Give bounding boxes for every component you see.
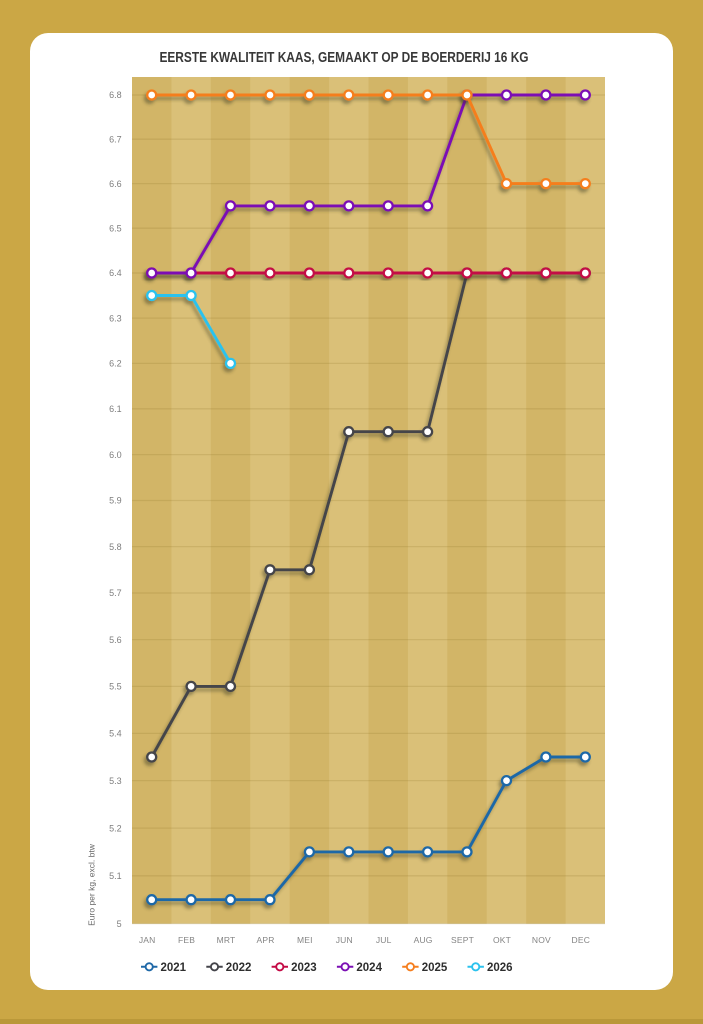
svg-text:NOV: NOV <box>532 935 551 945</box>
svg-text:5.5: 5.5 <box>109 682 122 692</box>
svg-text:FEB: FEB <box>178 935 195 945</box>
svg-text:5.1: 5.1 <box>109 871 122 881</box>
svg-text:6.3: 6.3 <box>109 313 122 323</box>
svg-text:5.2: 5.2 <box>109 823 122 833</box>
svg-text:5.9: 5.9 <box>109 496 122 506</box>
svg-text:2021: 2021 <box>161 962 187 974</box>
svg-text:6.2: 6.2 <box>109 359 122 369</box>
svg-text:Euro per kg, excl. btw: Euro per kg, excl. btw <box>87 843 97 926</box>
svg-text:JAN: JAN <box>139 935 156 945</box>
svg-text:6.4: 6.4 <box>109 268 122 278</box>
svg-text:2025: 2025 <box>422 962 448 974</box>
svg-text:MRT: MRT <box>217 935 236 945</box>
svg-text:SEPT: SEPT <box>451 935 474 945</box>
svg-text:JUN: JUN <box>336 935 353 945</box>
svg-text:2023: 2023 <box>291 962 317 974</box>
svg-text:JUL: JUL <box>376 935 392 945</box>
svg-text:6.8: 6.8 <box>109 90 122 100</box>
svg-text:6.5: 6.5 <box>109 223 122 233</box>
svg-text:2024: 2024 <box>356 962 382 974</box>
svg-text:5.7: 5.7 <box>109 588 122 598</box>
svg-text:APR: APR <box>256 935 274 945</box>
svg-text:6.6: 6.6 <box>109 179 122 189</box>
svg-text:5.4: 5.4 <box>109 729 122 739</box>
svg-text:5.8: 5.8 <box>109 542 122 552</box>
svg-text:MEI: MEI <box>297 935 313 945</box>
svg-text:6.7: 6.7 <box>109 134 122 144</box>
svg-text:2022: 2022 <box>226 962 252 974</box>
svg-text:2026: 2026 <box>487 962 513 974</box>
svg-text:5.6: 5.6 <box>109 635 122 645</box>
svg-text:6.0: 6.0 <box>109 450 122 460</box>
svg-text:5: 5 <box>117 919 122 929</box>
svg-text:6.1: 6.1 <box>109 404 122 414</box>
svg-text:5.3: 5.3 <box>109 776 122 786</box>
svg-text:DEC: DEC <box>572 935 591 945</box>
svg-text:OKT: OKT <box>493 935 511 945</box>
svg-text:AUG: AUG <box>414 935 433 945</box>
